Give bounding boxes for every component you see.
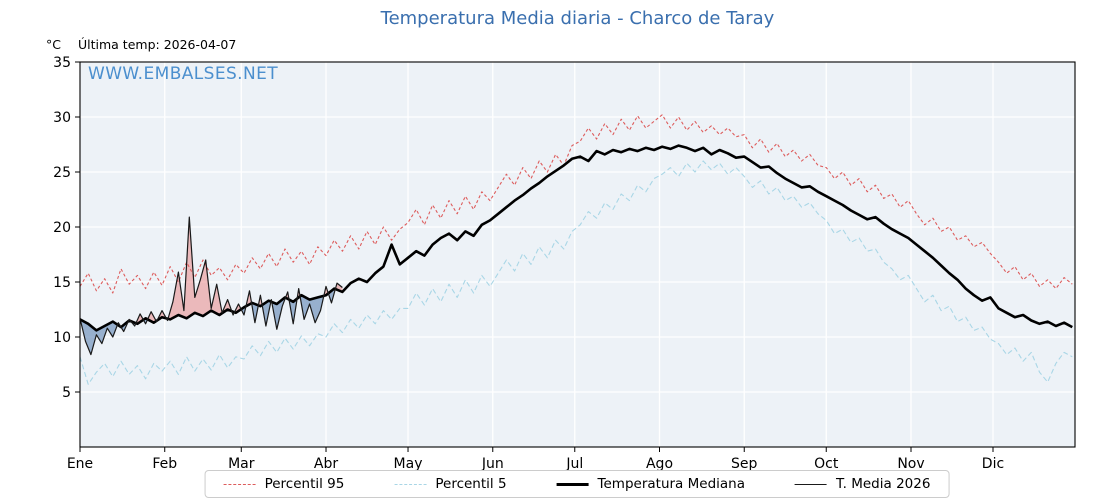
x-tick-label: Abr — [314, 456, 338, 472]
plot-border — [79, 61, 1076, 448]
x-tick-label: Ene — [67, 456, 93, 472]
x-tick-label: Oct — [814, 456, 839, 472]
legend-label-percentil-95: Percentil 95 — [264, 476, 345, 492]
legend-item-temperatura-mediana: Temperatura Mediana — [556, 476, 745, 492]
series-line-percentil-95 — [79, 114, 1073, 294]
x-tick-label: Ago — [646, 456, 673, 472]
legend-item-percentil-5: Percentil 5 — [394, 476, 507, 492]
chart-title: Temperatura Media diaria - Charco de Tar… — [380, 8, 775, 29]
x-tick-label: Nov — [897, 456, 924, 472]
x-tick-label: Sep — [731, 456, 758, 472]
y-tick-label: 5 — [62, 385, 71, 401]
plot-background — [80, 62, 1075, 447]
y-axis-unit-label: °C — [46, 37, 61, 52]
x-tick-label: May — [394, 456, 423, 472]
temperatura-mediana-line-sample — [556, 482, 589, 486]
legend-label-temperatura-mediana: Temperatura Mediana — [597, 476, 745, 492]
t-media-2026-line-sample — [795, 483, 827, 485]
series-line-t-media-2026 — [79, 216, 343, 356]
percentil-5-line-sample — [394, 483, 427, 485]
x-tick-label: Jul — [565, 456, 583, 472]
last-temp-annotation: Última temp: 2026-04-07 — [78, 37, 237, 52]
legend: Percentil 95 Percentil 5 Temperatura Med… — [204, 470, 950, 498]
legend-label-percentil-5: Percentil 5 — [435, 476, 507, 492]
y-tick-label: 25 — [53, 165, 71, 181]
y-tick-label: 10 — [53, 330, 71, 346]
legend-item-percentil-95: Percentil 95 — [223, 476, 345, 492]
percentil-95-line-sample — [223, 483, 256, 485]
legend-item-t-media-2026: T. Media 2026 — [795, 476, 930, 492]
y-tick-label: 30 — [53, 110, 71, 126]
x-tick-label: Feb — [152, 456, 177, 472]
y-tick-label: 20 — [53, 220, 71, 236]
x-tick-label: Jun — [481, 456, 504, 472]
legend-label-t-media-2026: T. Media 2026 — [836, 476, 931, 492]
watermark: WWW.EMBALSES.NET — [88, 64, 279, 84]
y-tick-label: 35 — [53, 55, 71, 71]
x-tick-label: Dic — [982, 456, 1004, 472]
x-tick-label: Mar — [228, 456, 255, 472]
y-tick-label: 15 — [53, 275, 71, 291]
